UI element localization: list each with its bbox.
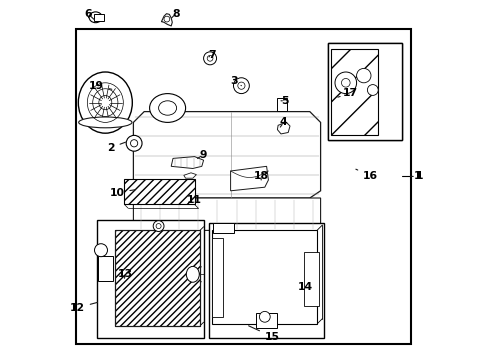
Bar xyxy=(212,238,223,317)
Ellipse shape xyxy=(159,101,176,115)
Polygon shape xyxy=(133,198,320,230)
Bar xyxy=(212,230,317,324)
Bar xyxy=(116,230,200,326)
Ellipse shape xyxy=(186,266,199,282)
Ellipse shape xyxy=(335,72,357,94)
Polygon shape xyxy=(133,112,320,198)
Ellipse shape xyxy=(357,68,371,83)
Polygon shape xyxy=(231,166,269,191)
Ellipse shape xyxy=(207,55,213,61)
Text: 14: 14 xyxy=(297,282,313,292)
Ellipse shape xyxy=(204,52,217,65)
Ellipse shape xyxy=(79,117,132,128)
Bar xyxy=(94,14,104,21)
Ellipse shape xyxy=(89,12,102,23)
Ellipse shape xyxy=(238,82,245,89)
Bar xyxy=(124,179,195,204)
Ellipse shape xyxy=(130,140,138,147)
Text: 5: 5 xyxy=(281,96,289,106)
Text: 2: 2 xyxy=(107,142,125,153)
Ellipse shape xyxy=(233,78,249,94)
Bar xyxy=(209,223,324,338)
Text: 16: 16 xyxy=(356,169,378,181)
Text: 17: 17 xyxy=(338,88,358,98)
Polygon shape xyxy=(277,122,290,134)
Ellipse shape xyxy=(95,244,107,257)
Text: 19: 19 xyxy=(89,81,112,91)
Bar xyxy=(277,98,288,111)
Bar xyxy=(328,43,402,140)
Ellipse shape xyxy=(368,85,378,95)
Text: 18: 18 xyxy=(253,171,269,181)
Text: 9: 9 xyxy=(197,150,207,160)
Text: 1: 1 xyxy=(414,171,422,181)
Bar xyxy=(304,252,319,306)
Ellipse shape xyxy=(149,94,186,122)
Text: 6: 6 xyxy=(85,9,95,20)
Bar xyxy=(76,29,411,344)
Bar xyxy=(98,256,113,281)
Ellipse shape xyxy=(342,78,350,87)
Bar xyxy=(98,220,204,338)
Ellipse shape xyxy=(164,16,170,22)
Bar xyxy=(213,223,234,233)
Text: 11: 11 xyxy=(187,195,202,205)
Text: 15: 15 xyxy=(248,326,280,342)
Text: 8: 8 xyxy=(172,9,179,19)
Text: 4: 4 xyxy=(280,117,288,127)
Bar xyxy=(331,49,378,135)
Polygon shape xyxy=(184,173,196,178)
Text: 12: 12 xyxy=(70,302,98,313)
Ellipse shape xyxy=(153,221,164,231)
Text: 10: 10 xyxy=(109,188,135,198)
Ellipse shape xyxy=(78,72,132,133)
Polygon shape xyxy=(171,157,204,168)
Ellipse shape xyxy=(126,135,142,151)
Ellipse shape xyxy=(259,311,270,322)
Text: 1: 1 xyxy=(411,171,423,181)
Text: 13: 13 xyxy=(118,269,133,279)
Bar xyxy=(256,313,277,328)
Text: 7: 7 xyxy=(208,50,216,60)
Bar xyxy=(328,43,402,140)
Ellipse shape xyxy=(156,224,161,229)
Text: 3: 3 xyxy=(231,76,242,86)
